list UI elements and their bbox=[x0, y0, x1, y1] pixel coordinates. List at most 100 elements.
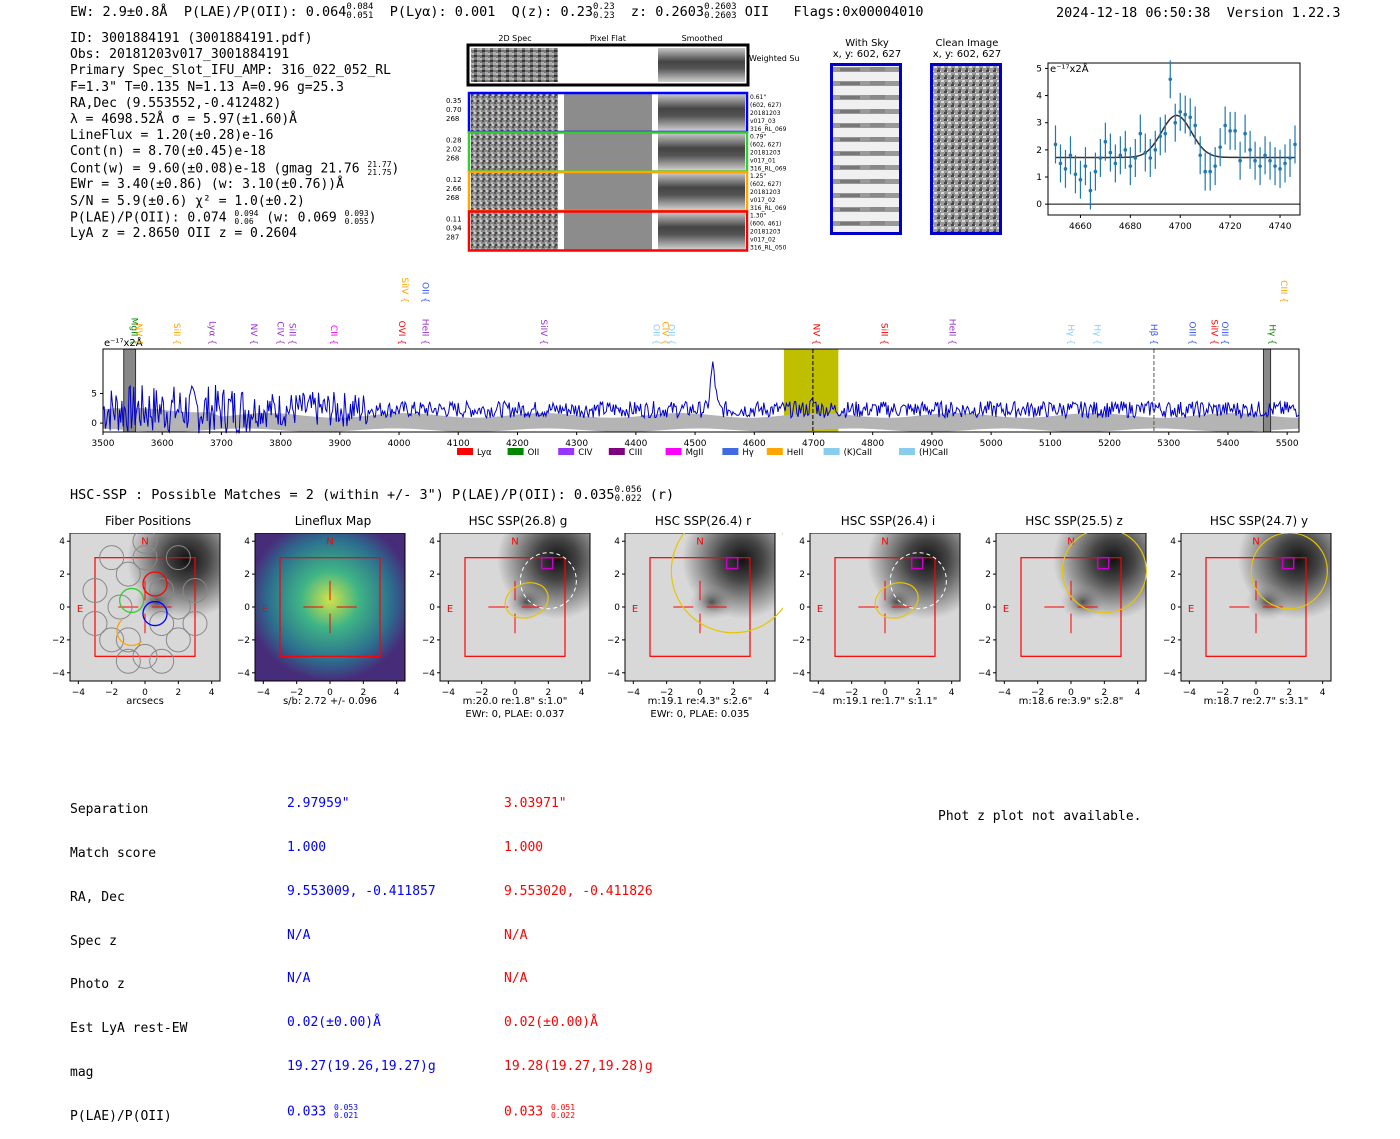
stamp-xtick-label: 4 bbox=[764, 688, 770, 698]
stamp-xtick-label: 2 bbox=[175, 688, 181, 698]
twod-row-right-label: 0.79" bbox=[750, 134, 766, 141]
header-qz-up: 0.23 bbox=[592, 2, 615, 12]
fiber-circle bbox=[165, 594, 191, 620]
stamp-xtick-label: 2 bbox=[730, 688, 736, 698]
stamp-xtick-label: 4 bbox=[209, 688, 215, 698]
stamp-ytick-label: 0 bbox=[1170, 603, 1176, 613]
spec-xtick-label: 5500 bbox=[1276, 439, 1299, 449]
stamp-ytick-label: 2 bbox=[985, 570, 991, 580]
fit-data-point bbox=[1098, 156, 1103, 160]
match-red-value: N/A bbox=[504, 971, 528, 987]
fit-data-point bbox=[1188, 115, 1193, 120]
fit-data-point bbox=[1263, 153, 1267, 158]
fiber-circle bbox=[115, 561, 141, 587]
stamp-image: N E −4 −4 −2 −2 0 0 2 2 4 4 bbox=[1164, 533, 1332, 698]
header-ew: EW: 2.9±0.8Å bbox=[70, 4, 168, 20]
spec-line-label: NV { bbox=[133, 324, 143, 345]
stamp-image: N E −4 −4 −2 −2 0 0 2 2 4 4 bbox=[238, 533, 406, 698]
twod-row-right-label: 1.25" bbox=[750, 173, 766, 180]
hsc-title: HSC-SSP : Possible Matches = 2 (within +… bbox=[70, 487, 615, 503]
match-red-value: 1.000 bbox=[504, 839, 544, 855]
hsc-title-lo: 0.022 bbox=[614, 494, 642, 504]
fit-data-point bbox=[1078, 177, 1083, 182]
fit-xtick-label: 4700 bbox=[1169, 222, 1192, 232]
match-blue-plae: 0.033 0.053 0.021 bbox=[287, 1103, 436, 1120]
twod-row-left-label: 0.12 bbox=[446, 176, 462, 184]
weighted-2d-cutout bbox=[471, 48, 558, 82]
fit-data-point bbox=[1068, 153, 1073, 158]
fiber-box bbox=[279, 557, 381, 657]
twod-smoothed-cutout bbox=[658, 133, 745, 171]
fit-ytick-label: 4 bbox=[1036, 92, 1042, 102]
header-z-up: 0.2603 bbox=[704, 2, 737, 12]
stamp-ytick-label: −2 bbox=[1164, 636, 1176, 646]
stamp-xtick-label: 2 bbox=[915, 688, 921, 698]
hsc-title-band: (r) bbox=[649, 487, 675, 503]
stamp-image: N E −4 −4 −2 −2 0 0 2 2 4 4 bbox=[608, 533, 783, 698]
spec-legend-label: CIII bbox=[629, 448, 642, 458]
twod-smoothed-cutout bbox=[658, 173, 745, 210]
info-ewr: EWr = 3.40(±0.86) (w: 3.10(±0.76))Å bbox=[70, 177, 344, 193]
fiber-circle bbox=[132, 545, 158, 571]
clean-image bbox=[930, 63, 1002, 235]
twod-row-right-label: 316_RL_050 bbox=[750, 245, 787, 252]
spec-xtick-label: 4100 bbox=[447, 439, 470, 449]
fit-data-point bbox=[1103, 139, 1108, 144]
stamp-xtick-label: 0 bbox=[1068, 688, 1074, 698]
twod-row-right-label: (600, 461) bbox=[750, 221, 781, 228]
fit-data-point bbox=[1293, 142, 1297, 147]
stamp-ytick-label: 4 bbox=[1170, 537, 1176, 547]
fit-data-point bbox=[1093, 169, 1098, 174]
stamp-ytick-label: 2 bbox=[59, 570, 65, 580]
match-blue-value: 1.000 bbox=[287, 839, 327, 855]
spec-line-label: OIII { bbox=[1219, 321, 1229, 345]
match-label: Match score bbox=[70, 845, 157, 861]
stamp-ytick-label: 0 bbox=[59, 603, 65, 613]
stamp-xtick-label: −2 bbox=[660, 688, 673, 698]
info-id: ID: 3001884191 (3001884191.pdf) bbox=[70, 31, 313, 46]
stamp-xtick-label: 0 bbox=[327, 688, 333, 698]
fit-data-point bbox=[1128, 164, 1133, 168]
fit-data-point bbox=[1123, 148, 1128, 152]
twod-row-right-label: 20181203 bbox=[750, 110, 781, 117]
detection-info: ID: 3001884191 (3001884191.pdf) Obs: 201… bbox=[70, 31, 399, 243]
stamp-ytick-label: 4 bbox=[244, 537, 250, 547]
fiber-circle-orange bbox=[116, 619, 143, 647]
info-plae-text: P(LAE)/P(OII): 0.074 bbox=[70, 210, 227, 226]
fit-data-point bbox=[1168, 77, 1173, 82]
spec-xtick-label: 3800 bbox=[269, 439, 292, 449]
fit-data-point bbox=[1113, 161, 1118, 166]
stamp-xtick-label: −4 bbox=[812, 688, 826, 698]
fit-data-point bbox=[1058, 161, 1063, 166]
spec-line-label: OII { bbox=[665, 324, 675, 345]
fiber-box bbox=[834, 557, 936, 657]
fit-data-point bbox=[1218, 145, 1222, 149]
spec-legend-label: Hγ bbox=[742, 448, 753, 458]
spec-masked-region bbox=[1262, 348, 1272, 433]
spec-line-label: NV { bbox=[810, 324, 820, 345]
stamp-caption: m:18.7 re:2.7" s:3.1" bbox=[1203, 696, 1309, 707]
fit-data-point bbox=[1173, 120, 1178, 125]
match-red-value: N/A bbox=[504, 927, 528, 943]
header-flags: Flags:0x00004010 bbox=[793, 4, 924, 20]
spec-legend-swatch bbox=[766, 448, 783, 455]
info-contw-up: 21.77 bbox=[367, 159, 392, 169]
fit-data-point bbox=[1243, 131, 1247, 136]
twod-spectra-panel: 2D Spec Pixel Flat Smoothed Weighted Sum… bbox=[446, 34, 800, 252]
fit-data-point bbox=[1153, 148, 1158, 152]
match-label: P(LAE)/P(OII) bbox=[70, 1108, 172, 1124]
spec-line-label-top: OII { bbox=[420, 282, 430, 303]
east-marker: E bbox=[447, 604, 453, 615]
fiber-box bbox=[1020, 557, 1122, 657]
fiber-circle-blue bbox=[142, 600, 168, 627]
match-blue-value: 9.553009, -0.411857 bbox=[287, 883, 436, 899]
twod-row-right-label: 316_RL_069 bbox=[750, 166, 787, 173]
spec-xtick-label: 3700 bbox=[210, 439, 233, 449]
stamp-xtick-label: 2 bbox=[545, 688, 551, 698]
stamp-ytick-label: 2 bbox=[429, 570, 435, 580]
spec-xtick-label: 4800 bbox=[861, 439, 884, 449]
twod-row-right-label: v017_01 bbox=[750, 158, 776, 165]
stamp-ytick-label: −2 bbox=[53, 636, 65, 646]
stamp-ytick-label: 0 bbox=[244, 603, 250, 613]
